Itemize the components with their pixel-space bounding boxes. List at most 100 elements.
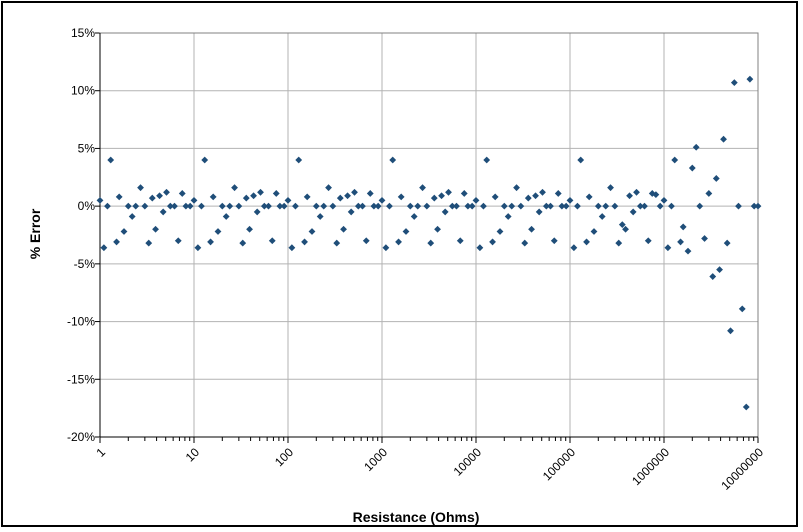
data-point <box>504 213 512 220</box>
data-point <box>644 237 652 245</box>
data-point <box>585 193 593 201</box>
data-point <box>480 202 487 210</box>
data-point <box>508 202 516 210</box>
data-point <box>209 193 217 201</box>
data-point <box>329 202 337 210</box>
grid-layer <box>99 32 759 438</box>
data-point <box>652 191 660 198</box>
data-point <box>754 202 762 210</box>
data-point <box>626 192 633 200</box>
data-point <box>448 202 456 210</box>
data-point <box>100 244 108 252</box>
x-tick-label: 10 <box>183 445 203 465</box>
data-point <box>382 244 390 252</box>
data-point <box>190 196 198 204</box>
x-tick-label: 1000000 <box>629 445 672 488</box>
data-point <box>712 175 720 182</box>
data-point <box>692 143 700 151</box>
data-point <box>359 202 366 210</box>
data-point <box>664 244 672 252</box>
data-point <box>716 266 723 274</box>
data-point <box>750 202 758 210</box>
data-point <box>178 190 186 197</box>
data-point <box>347 208 355 216</box>
data-point <box>242 194 250 202</box>
data-point <box>194 244 202 252</box>
data-point <box>253 208 261 216</box>
y-tick-label: -5% <box>74 257 96 271</box>
data-point <box>583 238 590 246</box>
data-point <box>389 156 397 164</box>
data-point <box>308 228 316 235</box>
data-point <box>720 135 727 143</box>
data-point <box>532 192 539 200</box>
data-point <box>320 202 328 210</box>
y-tick-label: -15% <box>67 372 95 386</box>
data-point <box>120 228 128 235</box>
data-point <box>115 193 123 201</box>
data-point <box>312 202 320 210</box>
y-axis-title: % Error <box>27 208 43 259</box>
data-point <box>629 208 637 216</box>
data-point <box>351 188 358 196</box>
data-point <box>677 238 684 246</box>
data-point <box>521 239 529 247</box>
data-point <box>414 202 422 210</box>
data-point <box>301 238 308 246</box>
data-point <box>374 202 382 210</box>
data-point <box>214 228 222 235</box>
x-tick-label: 1000 <box>361 445 390 474</box>
data-point <box>622 225 629 233</box>
data-point <box>547 202 554 210</box>
data-point <box>709 273 717 280</box>
data-point <box>528 225 535 233</box>
data-point <box>517 202 525 210</box>
data-point <box>272 190 280 197</box>
data-point <box>577 156 585 164</box>
data-point <box>468 202 476 210</box>
data-point <box>198 202 205 210</box>
data-point <box>218 202 226 210</box>
tick-label-layer: -20% -15% -10% -5% 0% 5% 10% 15% 1 10 100 1000 10000… <box>67 26 766 493</box>
data-point <box>464 202 472 210</box>
data-point <box>292 202 299 210</box>
data-point <box>742 403 750 411</box>
data-point <box>542 202 550 210</box>
data-point <box>590 228 598 235</box>
data-point <box>472 196 480 204</box>
y-tick-label: 15% <box>71 26 95 40</box>
y-tick-label: -10% <box>67 315 95 329</box>
data-point <box>746 75 754 83</box>
data-point <box>566 196 574 204</box>
data-point <box>723 239 731 247</box>
data-point <box>303 193 311 201</box>
data-point <box>558 202 566 210</box>
data-point <box>423 202 431 210</box>
data-point <box>280 202 288 210</box>
data-point <box>325 184 332 192</box>
data-point <box>268 237 276 245</box>
data-point <box>684 247 692 255</box>
data-point <box>594 202 602 210</box>
data-point <box>137 184 144 192</box>
data-point <box>476 244 484 252</box>
data-point <box>124 202 132 210</box>
plot-area-border <box>99 32 759 438</box>
y-tick-label: 5% <box>78 141 96 155</box>
data-point <box>250 192 257 200</box>
data-point <box>148 194 156 202</box>
data-point <box>660 196 668 204</box>
data-point <box>456 237 464 245</box>
data-point <box>441 208 449 216</box>
data-point <box>427 239 435 247</box>
y-tick-label: 10% <box>71 84 95 98</box>
data-point <box>141 202 149 210</box>
scatter-chart: -20% -15% -10% -5% 0% 5% 10% 15% 1 10 100 1000 10000… <box>27 26 766 525</box>
data-point <box>201 156 209 164</box>
data-point <box>163 188 170 196</box>
data-point <box>182 202 190 210</box>
x-tick-label: 10000 <box>451 445 485 479</box>
data-point <box>284 196 292 204</box>
data-point <box>615 239 623 247</box>
data-point <box>419 184 426 192</box>
